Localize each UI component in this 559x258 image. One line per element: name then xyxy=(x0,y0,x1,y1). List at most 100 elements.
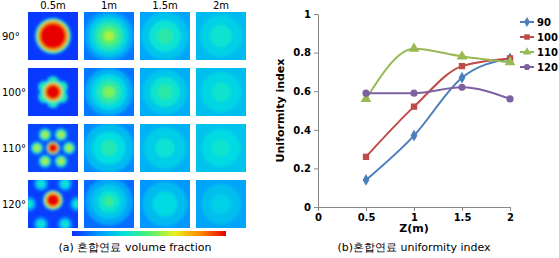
y-tick: 0.8 xyxy=(293,47,318,58)
colorbar xyxy=(72,231,226,236)
contour-band xyxy=(73,200,78,208)
x-tick-mark xyxy=(510,207,511,211)
y-tick-mark xyxy=(314,53,318,54)
contour-band xyxy=(103,86,115,98)
contour-band xyxy=(155,138,175,158)
row-label: 120° xyxy=(2,199,26,210)
panel-background xyxy=(84,124,134,172)
panel xyxy=(196,180,246,228)
contour-band xyxy=(40,23,66,49)
contour-band xyxy=(56,130,66,140)
panel-field xyxy=(84,124,134,172)
series-marker xyxy=(363,154,369,160)
series-marker xyxy=(411,103,417,109)
y-tick-label: 0.6 xyxy=(293,86,311,97)
series-marker xyxy=(459,63,465,69)
contour-band xyxy=(210,25,232,47)
panel-field xyxy=(143,182,188,227)
series-line xyxy=(366,49,510,99)
y-tick: 0.4 xyxy=(293,125,318,136)
contour-band xyxy=(97,80,121,104)
line-chart: 00.511.5200.20.40.60.81Uniformity indexZ… xyxy=(274,9,558,254)
contour-band xyxy=(153,192,178,217)
contour-band xyxy=(34,180,48,191)
panel xyxy=(28,124,78,172)
contour-band xyxy=(55,155,68,168)
contour-band xyxy=(58,217,72,228)
panel xyxy=(140,180,190,228)
contour-band xyxy=(84,124,134,172)
contour-band xyxy=(43,190,63,210)
contour-band xyxy=(91,74,127,110)
contour-band xyxy=(66,145,72,151)
contour-band xyxy=(32,143,42,153)
contour-band xyxy=(104,197,114,207)
series-marker xyxy=(506,95,513,102)
panel-field xyxy=(200,15,242,57)
panel-field xyxy=(141,12,189,60)
y-tick-label: 0.4 xyxy=(293,125,311,136)
legend-item: 100 xyxy=(520,32,558,43)
x-axis: 00.511.52 xyxy=(315,207,514,223)
panel-background xyxy=(196,180,246,228)
panel-background xyxy=(28,124,78,172)
panel xyxy=(140,12,190,60)
y-tick: 0.2 xyxy=(293,163,318,174)
panel-field xyxy=(38,76,68,108)
panel-field xyxy=(85,68,133,116)
contour-band xyxy=(150,77,180,107)
contour-band xyxy=(48,143,58,153)
contour-band xyxy=(34,145,40,151)
panel-field xyxy=(201,72,241,112)
panel-field xyxy=(84,12,134,60)
row-label: 100° xyxy=(2,87,26,98)
series-marker xyxy=(458,84,465,91)
legend-item: 90 xyxy=(520,17,551,28)
y-tick-label: 0 xyxy=(304,202,311,213)
panel-background xyxy=(196,12,246,60)
y-tick-label: 0.8 xyxy=(293,47,311,58)
y-tick-mark xyxy=(314,207,318,208)
x-tick: 1.5 xyxy=(454,207,472,223)
contour-band xyxy=(149,20,181,52)
contour-band xyxy=(94,21,124,51)
contour-band xyxy=(211,194,231,214)
panel xyxy=(28,12,78,60)
legend: 90 100 110 120 xyxy=(520,17,558,73)
contour-band xyxy=(143,70,188,115)
contour-band xyxy=(85,68,133,116)
panel xyxy=(84,124,134,172)
series-marker xyxy=(409,43,420,52)
column-label: 1.5m xyxy=(152,0,178,11)
panel-background xyxy=(140,12,190,60)
legend-item: 120 xyxy=(520,62,558,73)
panel-background xyxy=(140,68,190,116)
y-tick-mark xyxy=(314,130,318,131)
row-label: 110° xyxy=(2,143,26,154)
contour-band xyxy=(63,142,76,155)
y-axis-title: Uniformity index xyxy=(274,59,287,163)
series-marker xyxy=(505,56,516,65)
contour-band xyxy=(28,200,33,208)
caption: (a) 혼합연료 volume fraction xyxy=(59,241,212,254)
x-tick: 0 xyxy=(315,207,322,223)
panel xyxy=(84,180,134,228)
x-tick: 0.5 xyxy=(358,207,376,223)
legend-item: 110 xyxy=(520,47,558,58)
legend-marker xyxy=(524,17,530,27)
axis-line xyxy=(318,15,319,208)
panel-field xyxy=(201,184,241,224)
contour-band xyxy=(70,197,78,211)
contour-band xyxy=(143,182,188,227)
column-label: 0.5m xyxy=(40,0,66,11)
column-label: 2m xyxy=(213,0,229,11)
series-marker xyxy=(411,130,418,142)
x-tick-label: 2 xyxy=(507,212,514,223)
contour-band xyxy=(31,142,44,155)
contour-band xyxy=(34,217,48,228)
x-axis-title: Z(m) xyxy=(399,222,429,235)
contour-band xyxy=(211,82,231,102)
contour-band xyxy=(45,192,62,209)
y-axis: 00.20.40.60.81 xyxy=(293,9,318,213)
contour-band xyxy=(212,139,230,157)
